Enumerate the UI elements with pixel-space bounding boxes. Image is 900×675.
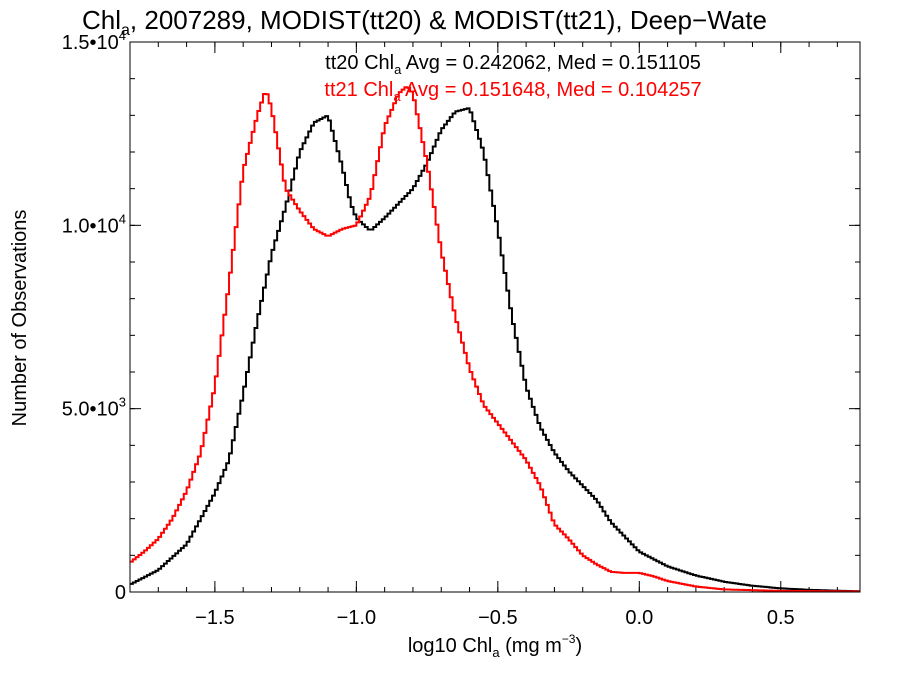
x-axis-label-post: ) <box>575 635 582 657</box>
annotation-tt20-sub: a <box>394 62 402 77</box>
plot-frame <box>129 41 861 593</box>
x-axis-label-sub: a <box>492 645 500 660</box>
chart-title-post: , 2007289, MODIST(tt20) & MODIST(tt21), … <box>130 5 767 35</box>
y-axis-label: Number of Observations <box>9 210 31 427</box>
x-tick-label: 0.5 <box>767 607 795 629</box>
annotation-tt21: tt21 Chla Avg = 0.151648, Med = 0.104257 <box>324 79 701 104</box>
y-tick-label: 1.5•104 <box>62 28 126 54</box>
annotation-tt21-sub: a <box>393 89 401 104</box>
x-axis-label-pre: log10 Chl <box>408 635 493 657</box>
annotation-tt20: tt20 Chla Avg = 0.242062, Med = 0.151105 <box>325 52 701 77</box>
x-tick-label: −1.0 <box>337 607 376 629</box>
series-line-tt21 <box>130 86 860 593</box>
x-tick-label: −1.5 <box>195 607 234 629</box>
y-tick-label: 5.0•103 <box>62 395 126 421</box>
x-axis-label: log10 Chla (mg m−3) <box>408 632 582 660</box>
annotation-tt21-pre: tt21 Chl <box>324 79 393 101</box>
x-tick-label: −0.5 <box>478 607 517 629</box>
annotation-tt20-post: Avg = 0.242062, Med = 0.151105 <box>401 52 701 74</box>
axis-ticks <box>129 41 860 593</box>
chart-title: Chla, 2007289, MODIST(tt20) & MODIST(tt2… <box>82 5 767 39</box>
y-tick-label: 0 <box>115 582 126 604</box>
series-line-tt20 <box>130 107 860 593</box>
series-group <box>130 86 860 593</box>
chart-title-pre: Chl <box>82 5 121 35</box>
x-axis-label-sup: −3 <box>562 632 576 646</box>
chart-title-sub: a <box>121 22 130 39</box>
x-tick-label: 0.0 <box>625 607 653 629</box>
annotation-tt20-pre: tt20 Chl <box>325 52 394 74</box>
axis-tick-labels: −1.5 −1.0 −0.5 0.0 0.5 0 5.0•103 1.0•104 1.5•104 <box>62 28 795 629</box>
x-axis-label-mid: (mg m <box>500 635 562 657</box>
y-tick-label: 1.0•104 <box>62 211 126 237</box>
annotation-tt21-post: Avg = 0.151648, Med = 0.104257 <box>401 79 702 101</box>
